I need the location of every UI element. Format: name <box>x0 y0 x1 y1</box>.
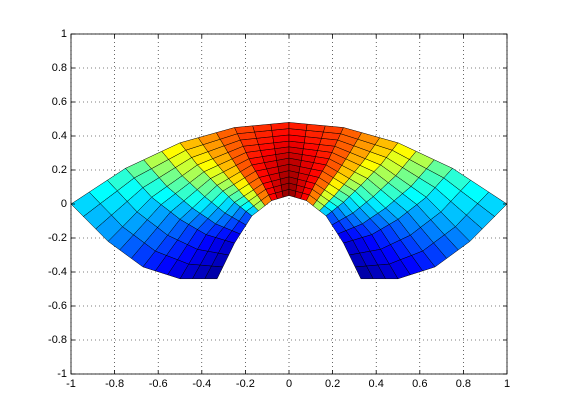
y-tick-label: -1 <box>57 368 67 380</box>
x-tick-label: 0.6 <box>412 378 427 390</box>
surface-patch <box>323 125 344 134</box>
y-tick-label: -0.4 <box>48 266 67 278</box>
y-tick-label: -0.6 <box>48 300 67 312</box>
x-tick-label: 0.2 <box>325 378 340 390</box>
y-tick-label: 0.4 <box>52 130 67 142</box>
y-tick-label: 0.8 <box>52 62 67 74</box>
y-tick-label: 0 <box>61 198 67 210</box>
surface-patch <box>252 123 273 133</box>
y-tick-label: -0.8 <box>48 334 67 346</box>
x-tick-label: -0.8 <box>105 378 124 390</box>
surface-patch <box>305 123 326 133</box>
x-tick-label: 0.4 <box>369 378 384 390</box>
x-tick-label: -0.4 <box>192 378 211 390</box>
surface-patch <box>234 125 255 134</box>
y-tick-label: 1 <box>61 28 67 40</box>
x-tick-label: 0 <box>286 378 292 390</box>
x-tick-label: -0.6 <box>149 378 168 390</box>
x-tick-label: -1 <box>66 378 76 390</box>
y-tick-label: -0.2 <box>48 232 67 244</box>
x-tick-label: 1 <box>504 378 510 390</box>
x-tick-label: -0.2 <box>236 378 255 390</box>
y-tick-label: 0.2 <box>52 164 67 176</box>
y-tick-label: 0.6 <box>52 96 67 108</box>
x-tick-label: 0.8 <box>456 378 471 390</box>
